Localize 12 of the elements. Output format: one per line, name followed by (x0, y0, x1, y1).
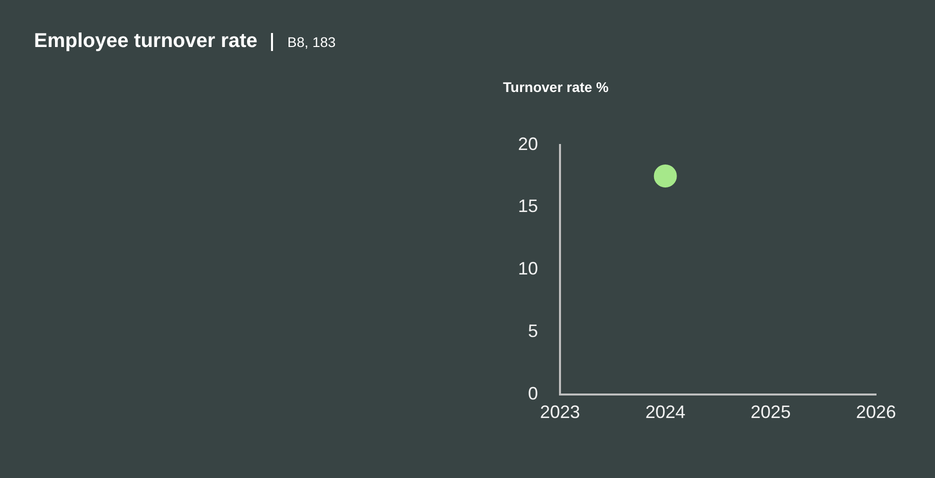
x-tick-label: 2023 (540, 402, 580, 422)
y-tick-label: 5 (528, 320, 538, 341)
x-tick-label: 2026 (856, 402, 896, 422)
x-tick-label: 2024 (645, 402, 686, 422)
text: B8, 183 (287, 34, 336, 50)
y-tick-label: 10 (518, 258, 538, 279)
y-tick-label: 15 (518, 196, 538, 216)
x-tick-label: 2025 (750, 402, 791, 422)
y-tick-label: 0 (528, 383, 538, 404)
y-axis-title: Turnover rate % (503, 79, 609, 95)
text: Employee turnover rate (34, 30, 258, 53)
y-tick-label: 20 (518, 134, 538, 154)
